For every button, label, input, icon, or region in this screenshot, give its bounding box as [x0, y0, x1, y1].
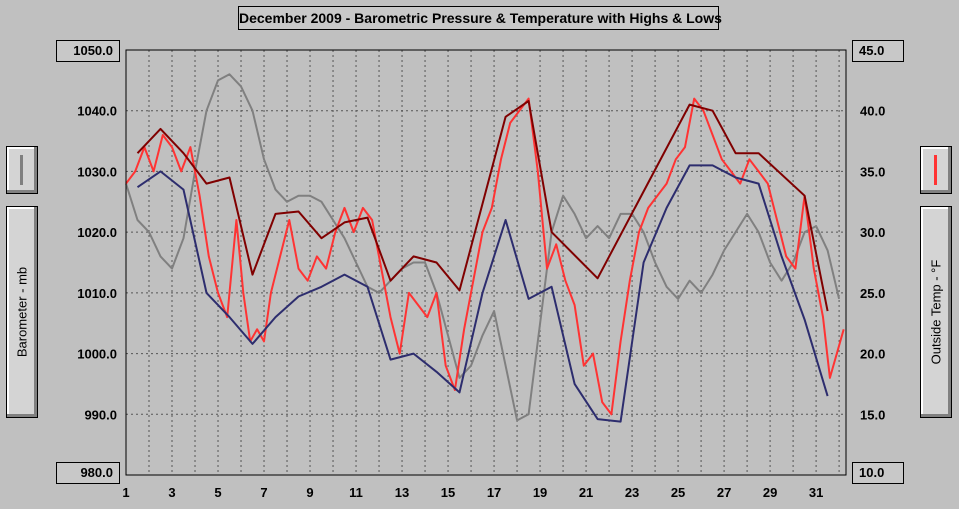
- left-tick-label: 990.0: [84, 407, 117, 422]
- x-tick-label: 27: [717, 485, 731, 500]
- grid: [125, 49, 846, 476]
- x-tick-label: 1: [122, 485, 129, 500]
- x-tick-label: 31: [809, 485, 823, 500]
- left-axis-label-panel: Barometer - mb: [6, 206, 38, 418]
- left-tick-label: 1020.0: [77, 225, 117, 240]
- chart-title: December 2009 - Barometric Pressure & Te…: [238, 6, 722, 30]
- right-axis-bottom-label: 10.0: [852, 462, 904, 484]
- x-tick-label: 17: [487, 485, 501, 500]
- series-line-1: [125, 97, 845, 416]
- series-line-2: [136, 100, 829, 312]
- left-axis-top-label: 1050.0: [56, 40, 120, 62]
- series-layer: [125, 73, 845, 423]
- left-tick-label: 1000.0: [77, 347, 117, 362]
- left-tick-label: 1040.0: [77, 104, 117, 119]
- x-tick-label: 21: [579, 485, 593, 500]
- x-tick-label: 5: [214, 485, 221, 500]
- right-axis-top-label: 45.0: [852, 40, 904, 62]
- right-tick-label: 15.0: [860, 407, 885, 422]
- left-legend-swatch: [6, 146, 38, 194]
- x-tick-label: 19: [533, 485, 547, 500]
- left-tick-label: 1010.0: [77, 286, 117, 301]
- right-tick-label: 35.0: [860, 164, 885, 179]
- x-tick-label: 29: [763, 485, 777, 500]
- series-line-0: [125, 73, 841, 422]
- temperature-legend-line: [934, 155, 937, 185]
- x-tick-label: 7: [260, 485, 267, 500]
- tick-labels: 1 3 5 7 9 11 13 15 17 19 21 23 25 27 29 31990.01000.010…: [77, 104, 885, 500]
- right-tick-label: 40.0: [860, 104, 885, 119]
- right-axis-label-panel: Outside Temp - °F: [920, 206, 952, 418]
- x-tick-label: 13: [395, 485, 409, 500]
- right-tick-label: 25.0: [860, 286, 885, 301]
- plot-frame: [125, 49, 847, 476]
- right-tick-label: 30.0: [860, 225, 885, 240]
- plot-background: [126, 50, 846, 475]
- series-line-3: [136, 164, 829, 423]
- left-tick-label: 1030.0: [77, 164, 117, 179]
- x-tick-label: 11: [349, 485, 363, 500]
- x-tick-label: 15: [441, 485, 455, 500]
- x-tick-label: 25: [671, 485, 685, 500]
- x-tick-label: 3: [168, 485, 175, 500]
- right-legend-swatch: [920, 146, 952, 194]
- plot-border: [125, 49, 847, 476]
- right-tick-label: 20.0: [860, 347, 885, 362]
- barometer-legend-line: [20, 155, 23, 185]
- x-tick-label: 9: [306, 485, 313, 500]
- left-axis-bottom-label: 980.0: [56, 462, 120, 484]
- x-tick-label: 23: [625, 485, 639, 500]
